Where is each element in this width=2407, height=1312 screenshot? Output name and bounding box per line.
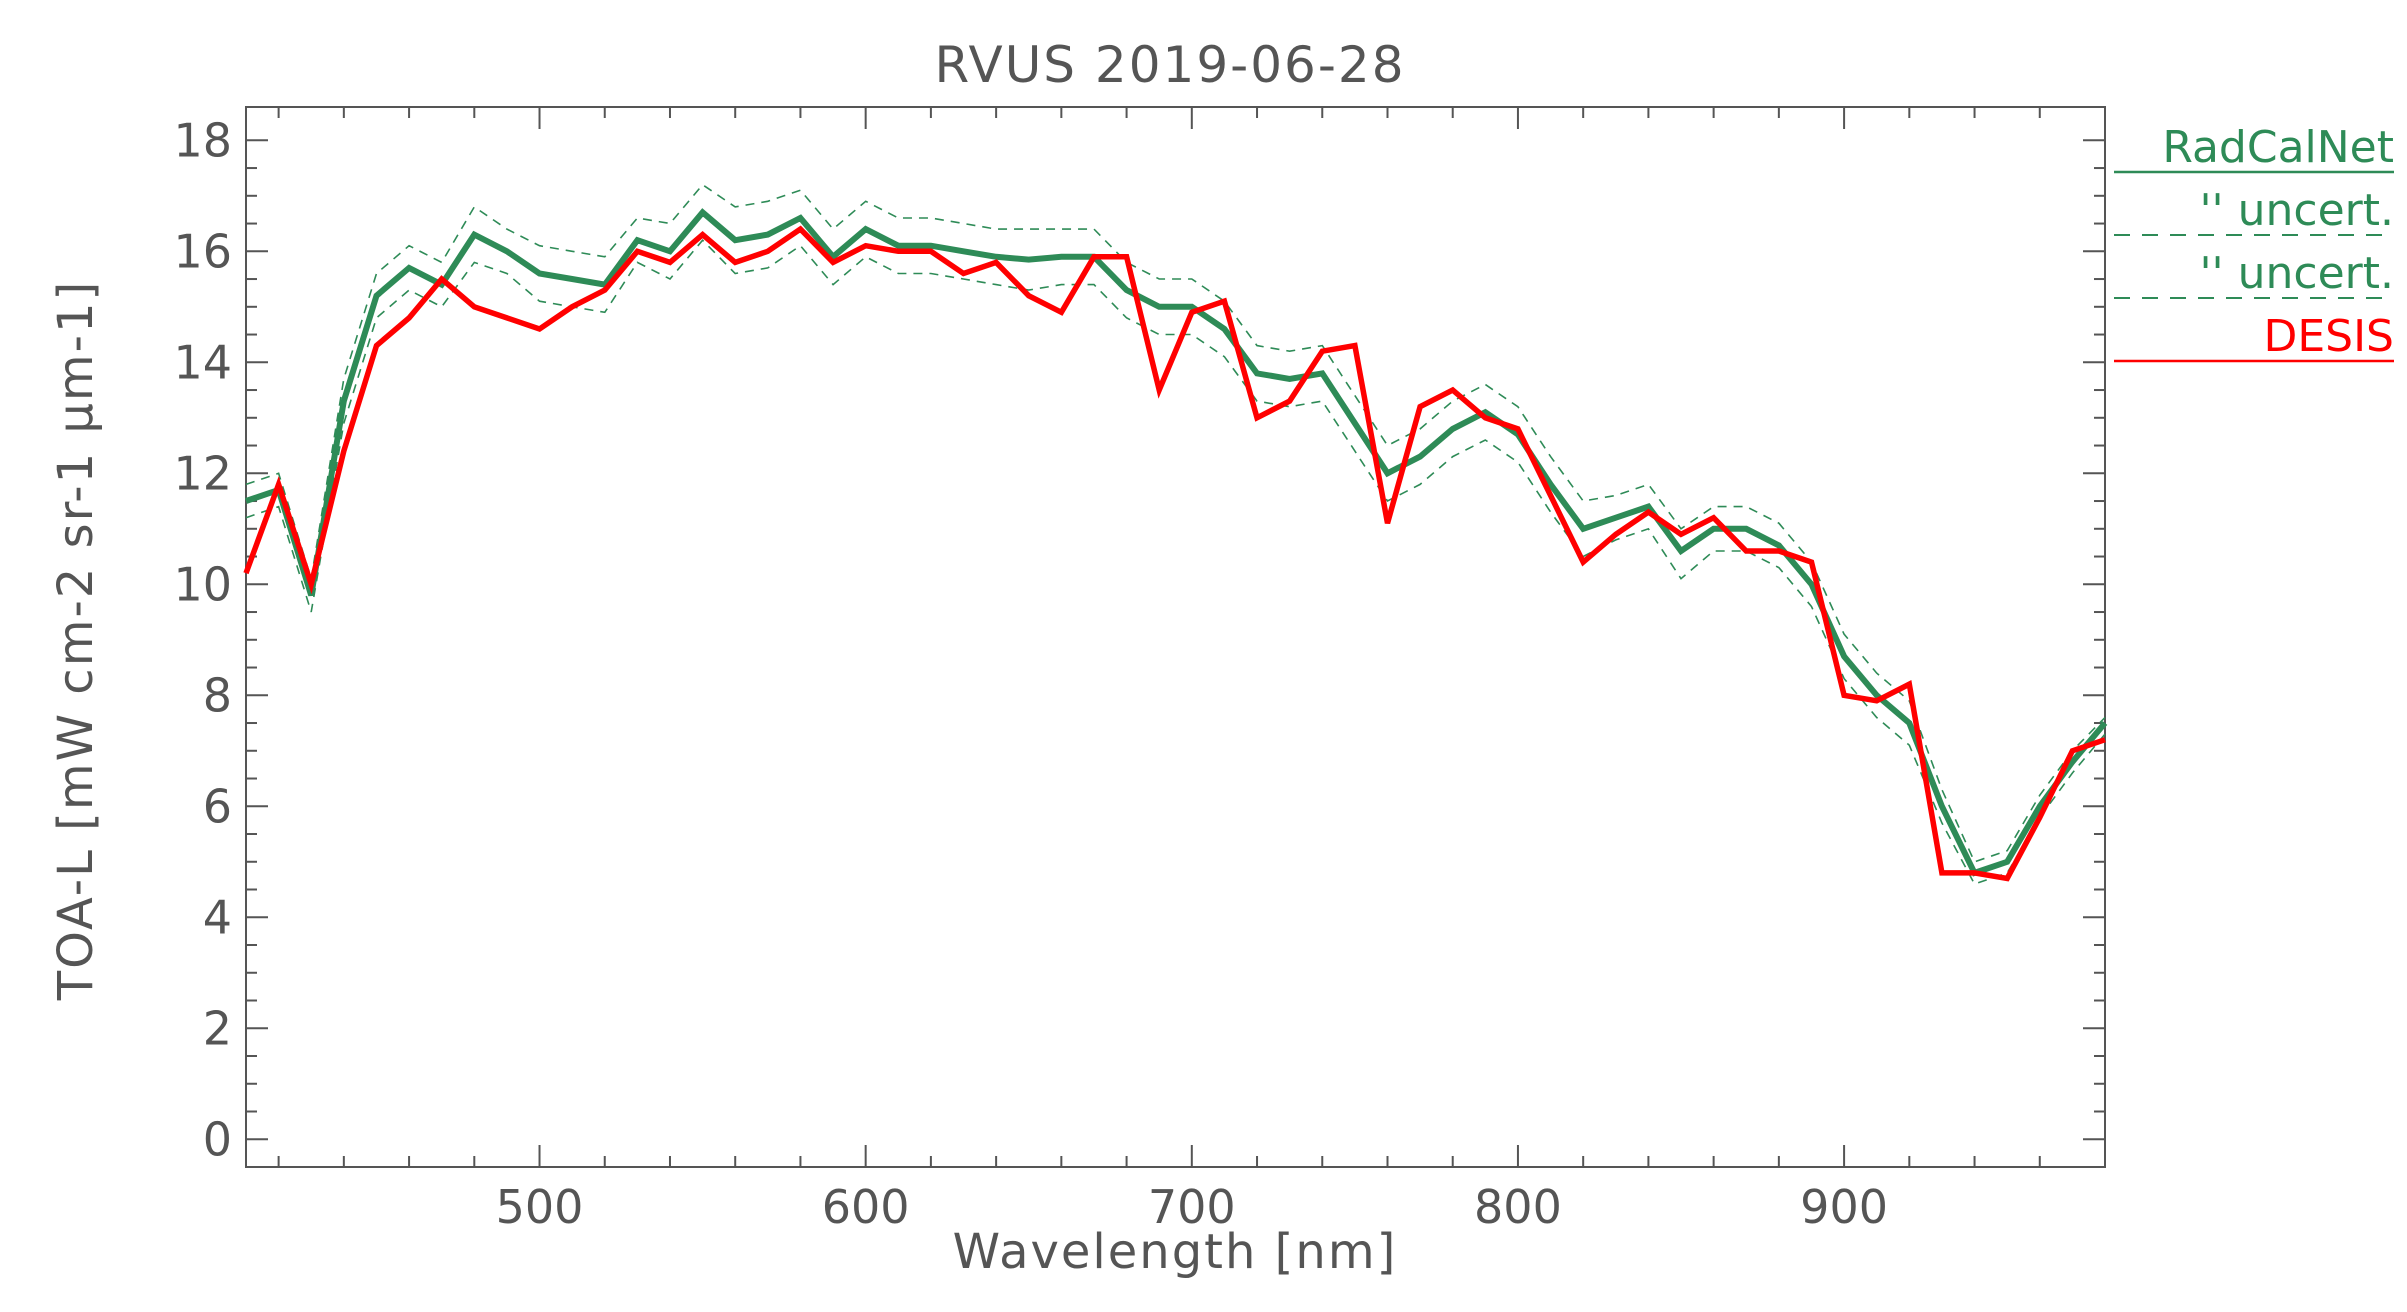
y-tick-label: 18 — [173, 113, 232, 167]
y-axis-label: TOA-L [mW cm-2 sr-1 µm-1] — [48, 280, 104, 1002]
legend: RadCalNet '' uncert. '' uncert. DESIS — [2114, 122, 2394, 363]
x-tick-label: 700 — [1148, 1180, 1236, 1234]
y-tick-label: 10 — [173, 557, 232, 611]
y-tick-label: 2 — [203, 1001, 232, 1055]
x-tick-label: 900 — [1800, 1180, 1888, 1234]
plot-frame — [245, 106, 2106, 1168]
x-tick-label: 800 — [1474, 1180, 1562, 1234]
y-tick-label: 4 — [203, 890, 232, 944]
x-axis: 500 600 700 800 900 — [277, 107, 2106, 1234]
legend-label: '' uncert. — [2199, 185, 2394, 236]
y-tick-label: 14 — [173, 335, 232, 389]
legend-label: DESIS — [2263, 311, 2394, 362]
y-axis: 0 2 4 6 8 10 12 14 16 18 — [173, 113, 2105, 1166]
y-tick-label: 16 — [173, 224, 232, 278]
x-axis-label: Wavelength [nm] — [953, 1224, 1398, 1280]
y-tick-label: 6 — [203, 779, 232, 833]
y-tick-label: 8 — [203, 668, 232, 722]
y-tick-label: 12 — [173, 446, 232, 500]
series-layer — [243, 183, 2108, 885]
y-tick-label: 0 — [203, 1112, 232, 1166]
uncert-upper-line — [245, 183, 2106, 863]
legend-label: RadCalNet — [2162, 122, 2394, 173]
legend-label: '' uncert. — [2199, 248, 2394, 299]
x-tick-label: 600 — [822, 1180, 910, 1234]
x-tick-label: 500 — [496, 1180, 584, 1234]
uncert-lower-line — [245, 239, 2106, 885]
radcalnet-line — [245, 208, 2108, 877]
chart-title: RVUS 2019-06-28 — [934, 36, 1405, 94]
desis-line — [243, 225, 2106, 882]
